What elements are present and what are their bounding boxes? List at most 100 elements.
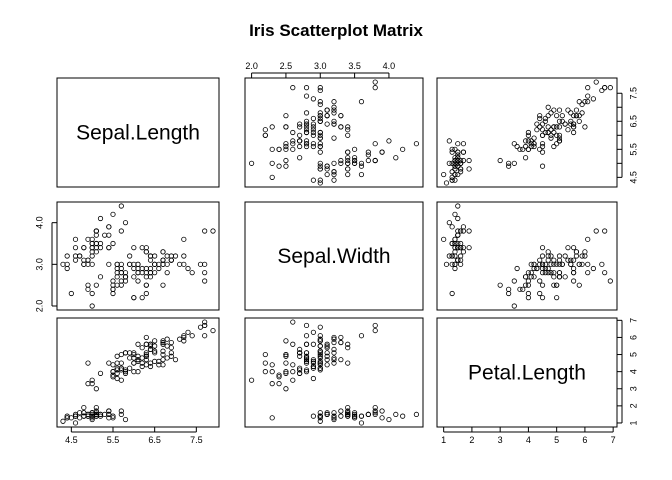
data-point — [452, 157, 458, 164]
data-point — [276, 374, 282, 380]
data-point — [455, 232, 461, 238]
data-point — [449, 177, 455, 183]
data-point — [317, 99, 323, 105]
data-point — [449, 149, 455, 155]
data-point — [143, 245, 149, 251]
data-point — [351, 155, 358, 161]
data-point — [545, 113, 551, 119]
data-point — [345, 345, 351, 351]
axis-tick-label: 7 — [628, 318, 638, 323]
data-point — [143, 353, 149, 359]
data-point — [460, 249, 467, 255]
data-point — [303, 129, 310, 136]
data-point — [317, 343, 323, 349]
data-point — [297, 143, 303, 150]
data-point — [303, 124, 310, 130]
data-point — [562, 274, 568, 280]
data-point — [106, 224, 112, 230]
data-point — [602, 270, 608, 276]
data-point — [89, 253, 95, 259]
data-point — [317, 355, 323, 361]
data-point — [317, 180, 323, 186]
data-point — [559, 113, 565, 119]
data-point — [539, 163, 546, 169]
data-point — [441, 171, 447, 178]
data-point — [122, 220, 129, 226]
data-point — [324, 353, 330, 359]
data-point — [276, 163, 282, 169]
data-point — [110, 286, 116, 292]
data-point — [358, 413, 365, 419]
data-point — [372, 408, 378, 414]
data-point — [506, 290, 512, 297]
data-point — [77, 410, 83, 416]
data-point — [455, 141, 461, 147]
data-point — [310, 329, 316, 335]
data-point — [93, 411, 99, 418]
axis-tick-label: 2.5 — [280, 61, 293, 71]
data-point — [548, 135, 554, 141]
data-point — [458, 228, 464, 234]
data-point — [338, 157, 344, 164]
data-point — [68, 290, 74, 297]
data-point — [324, 410, 330, 416]
data-point — [64, 261, 70, 267]
data-point — [317, 333, 323, 339]
data-point — [72, 236, 79, 242]
data-point — [576, 99, 582, 105]
data-point — [276, 372, 282, 378]
data-point — [143, 274, 149, 280]
data-point — [317, 143, 323, 150]
data-point — [534, 121, 540, 127]
data-point — [520, 286, 526, 292]
axis-tick-label: 7.5 — [190, 435, 203, 445]
data-point — [303, 322, 310, 329]
data-point — [89, 416, 95, 423]
data-point — [455, 257, 461, 263]
data-point — [554, 132, 560, 138]
data-point — [248, 160, 255, 166]
axis-tick-label: 7 — [611, 435, 616, 445]
data-point — [556, 124, 563, 130]
data-point — [443, 180, 450, 186]
data-point — [386, 138, 392, 144]
data-point — [551, 261, 557, 267]
data-point — [89, 245, 95, 251]
data-point — [379, 415, 385, 421]
data-point — [283, 353, 289, 359]
data-point — [310, 141, 316, 147]
data-point — [310, 413, 316, 419]
data-point — [372, 404, 378, 411]
data-point — [345, 404, 351, 411]
data-point — [576, 113, 582, 119]
data-point — [317, 362, 323, 368]
data-point — [202, 278, 208, 284]
data-point — [164, 343, 170, 349]
data-point — [317, 360, 323, 366]
data-point — [562, 253, 568, 259]
data-point — [542, 261, 548, 267]
data-point — [579, 253, 585, 259]
data-point — [573, 113, 580, 119]
axis-tick-label: 6.5 — [628, 115, 638, 128]
data-point — [582, 253, 588, 259]
data-point — [331, 413, 337, 419]
data-point — [497, 282, 503, 288]
data-point — [452, 211, 458, 217]
data-point — [525, 138, 532, 144]
data-point — [147, 257, 154, 263]
data-point — [89, 377, 95, 383]
data-point — [310, 357, 316, 363]
data-point — [317, 101, 323, 108]
data-point — [551, 257, 557, 263]
data-point — [202, 261, 208, 267]
data-point — [331, 339, 337, 346]
data-point — [283, 124, 289, 130]
data-point — [556, 118, 563, 124]
data-point — [413, 411, 420, 418]
data-point — [556, 107, 563, 113]
data-point — [338, 413, 344, 419]
data-point — [106, 360, 112, 366]
data-point — [197, 324, 204, 330]
data-point — [283, 146, 289, 152]
